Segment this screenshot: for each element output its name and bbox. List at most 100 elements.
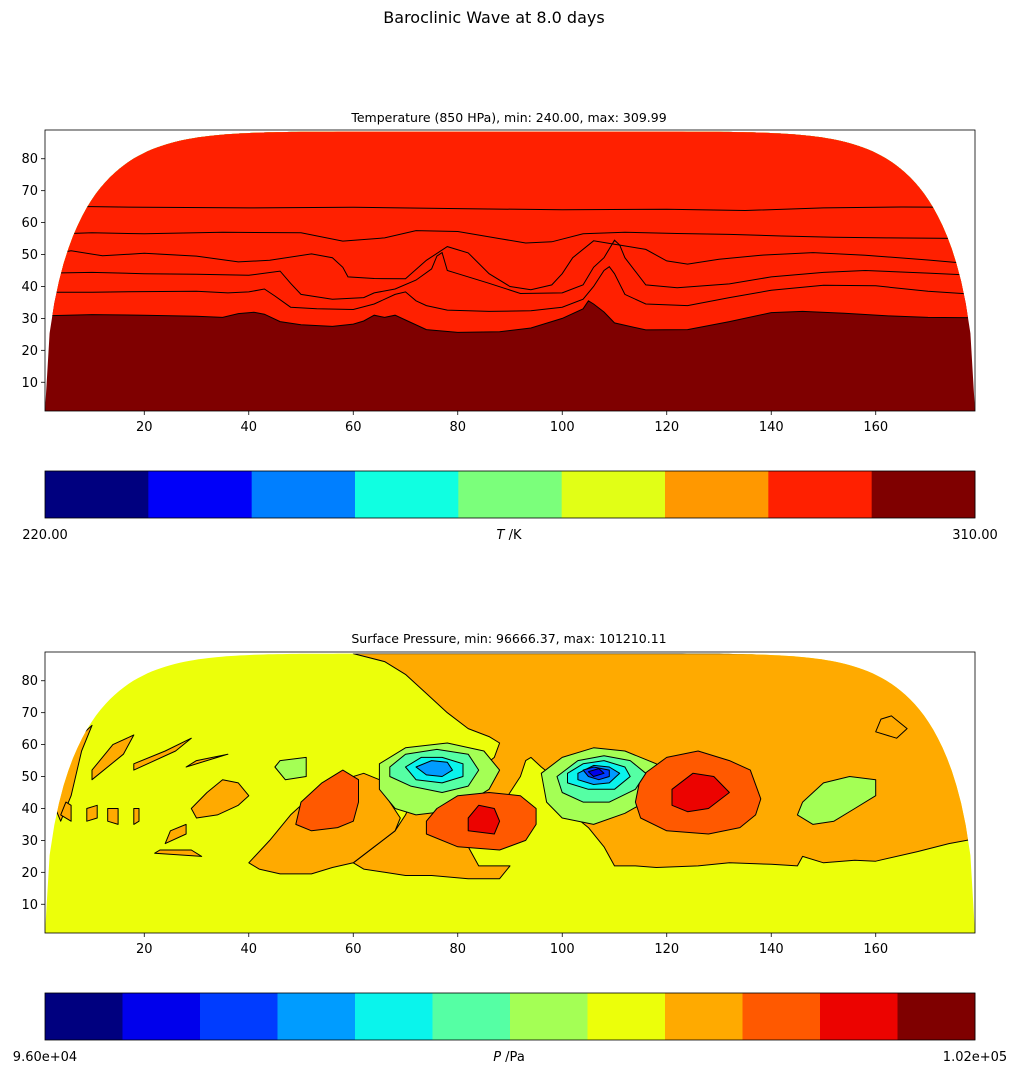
y-tick-label: 10 [21, 376, 38, 391]
temperature-colorbar-max: 310.00 [952, 528, 998, 543]
contour-fills [45, 653, 975, 933]
colorbar-swatch [432, 993, 511, 1040]
pressure-contour-100800 [91, 734, 135, 781]
pressure-contour-99200 [415, 760, 453, 777]
colorbar-swatch [742, 993, 821, 1040]
temperature-axes-frame [44, 129, 976, 412]
y-tick-label: 60 [21, 738, 38, 753]
y-tick-label: 10 [21, 898, 38, 913]
pressure-contour-plot [45, 653, 975, 933]
contour-line-290 [45, 239, 975, 300]
colorbar-swatch [200, 993, 278, 1040]
pressure-contour-100400 [274, 756, 307, 781]
pressure-colorbar-swatches [45, 993, 976, 1040]
x-tick-label: 100 [550, 420, 575, 435]
temperature-colorbar: 220.00 310.00 T /K [22, 470, 998, 543]
pressure-panel: Surface Pressure, min: 96666.37, max: 10… [21, 631, 976, 957]
colorbar-swatch [587, 993, 666, 1040]
x-tick-label: 140 [759, 942, 784, 957]
x-tick-label: 40 [240, 420, 257, 435]
colorbar-swatch [355, 471, 459, 518]
x-tick-label: 160 [863, 420, 888, 435]
colorbar-swatch [122, 993, 201, 1040]
y-tick-label: 40 [21, 280, 38, 295]
figure-title: Baroclinic Wave at 8.0 days [383, 8, 604, 27]
x-tick-label: 40 [240, 942, 257, 957]
pressure-contour-100800 [875, 715, 908, 739]
colorbar-swatch [768, 471, 873, 518]
colorbar-swatch [355, 993, 433, 1040]
pressure-contour-100800 [154, 849, 203, 857]
colorbar-swatch [45, 471, 149, 518]
x-tick-label: 20 [136, 420, 153, 435]
colorbar-swatch [458, 471, 563, 518]
temperature-colorbar-frame [44, 470, 976, 519]
contour-fills [45, 131, 975, 411]
pressure-contour-98400 [587, 768, 605, 777]
pressure-contour-101200 [295, 769, 359, 832]
pressure-contour-100800 [164, 823, 187, 845]
y-tick-label: 50 [21, 770, 38, 785]
x-tick-label: 160 [863, 942, 888, 957]
pressure-contour-100800 [86, 804, 98, 822]
pressure-colorbar-unit: /Pa [501, 1050, 525, 1065]
pressure-contour-100800 [133, 808, 140, 825]
temperature-y-axis: 10 20 30 40 50 60 70 80 [21, 152, 45, 391]
x-tick-label: 120 [654, 942, 679, 957]
pressure-contour-100800 [185, 753, 229, 768]
temperature-colorbar-swatches [45, 471, 976, 518]
pressure-colorbar-min: 9.60e+04 [13, 1050, 77, 1065]
y-tick-label: 70 [21, 184, 38, 199]
colorbar-swatch [510, 993, 588, 1040]
temperature-contour-plot [45, 131, 975, 411]
contour-line-280 [45, 240, 975, 291]
y-tick-label: 40 [21, 802, 38, 817]
y-tick-label: 30 [21, 312, 38, 327]
x-tick-label: 20 [136, 942, 153, 957]
pressure-contour-100800 [60, 801, 72, 822]
x-tick-label: 60 [345, 942, 362, 957]
x-tick-label: 120 [654, 420, 679, 435]
pressure-colorbar-symbol: P [493, 1050, 501, 1065]
x-tick-label: 80 [449, 420, 466, 435]
y-tick-label: 70 [21, 706, 38, 721]
temperature-colorbar-min: 220.00 [22, 528, 68, 543]
pressure-colorbar-max: 1.02e+05 [943, 1050, 1007, 1065]
colorbar-swatch [148, 471, 253, 518]
temperature-panel: Temperature (850 HPa), min: 240.00, max:… [21, 110, 976, 435]
pressure-contour-100800 [107, 808, 119, 825]
pressure-colorbar: 9.60e+04 1.02e+05 P /Pa [13, 992, 1007, 1065]
pressure-colorbar-label: P /Pa [493, 1050, 525, 1065]
colorbar-swatch [665, 993, 743, 1040]
colorbar-swatch [871, 471, 976, 518]
y-tick-label: 60 [21, 216, 38, 231]
colorbar-swatch [820, 993, 898, 1040]
x-tick-label: 60 [345, 420, 362, 435]
colorbar-swatch [277, 993, 356, 1040]
contour-line-310 [45, 300, 975, 333]
pressure-contour-101600 [671, 772, 730, 813]
pressure-axes-frame [44, 651, 976, 934]
pressure-colorbar-frame [44, 992, 976, 1041]
colorbar-swatch [251, 471, 356, 518]
contour-line-300 [45, 266, 975, 312]
y-tick-label: 50 [21, 248, 38, 263]
temperature-colorbar-label: T /K [497, 528, 522, 543]
colorbar-swatch [897, 993, 976, 1040]
temperature-title: Temperature (850 HPa), min: 240.00, max:… [350, 110, 666, 125]
y-tick-label: 30 [21, 834, 38, 849]
x-tick-label: 80 [449, 942, 466, 957]
colorbar-swatch [665, 471, 769, 518]
y-tick-label: 20 [21, 344, 38, 359]
x-tick-label: 100 [550, 942, 575, 957]
contour-line-260 [45, 206, 975, 212]
colorbar-swatch [561, 471, 666, 518]
band-310 [45, 131, 975, 333]
y-tick-label: 80 [21, 152, 38, 167]
pressure-title: Surface Pressure, min: 96666.37, max: 10… [351, 631, 666, 646]
y-tick-label: 20 [21, 866, 38, 881]
temperature-colorbar-unit: /K [504, 528, 522, 543]
pressure-contour-101600 [467, 804, 501, 835]
pressure-y-axis: 10 20 30 40 50 60 70 80 [21, 674, 45, 913]
